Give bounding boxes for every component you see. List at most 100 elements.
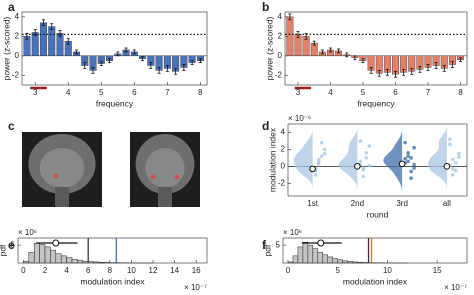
- histogram-bar: [327, 256, 333, 264]
- data-point: [454, 168, 458, 173]
- data-point: [364, 156, 369, 160]
- x-tick-label: 8: [198, 88, 203, 97]
- x-tick-label: 14: [170, 266, 179, 275]
- data-point: [322, 151, 327, 156]
- panel-label: e: [8, 238, 15, 252]
- x-tick-label: 5: [361, 88, 366, 97]
- null-mean: [52, 239, 60, 247]
- y-multiplier: × 10⁻⁶: [288, 114, 311, 123]
- y-tick-label: 4: [281, 128, 286, 137]
- x-axis-label: modulation index: [343, 276, 408, 286]
- data-point: [361, 166, 366, 170]
- x-axis-label: modulation index: [80, 276, 145, 286]
- histogram-bar: [317, 252, 324, 264]
- data-point: [409, 176, 413, 181]
- x-tick-label: 5: [99, 88, 104, 97]
- mean-marker: [443, 163, 451, 170]
- y-axis-label: modulation index: [267, 127, 277, 192]
- histogram-bar: [66, 257, 73, 264]
- x-tick-label: 12: [149, 266, 158, 275]
- mean-marker: [354, 163, 361, 170]
- x-tick-label: 4: [328, 88, 333, 97]
- bar: [39, 22, 47, 57]
- histogram-bar: [307, 244, 314, 264]
- brain-stem: [55, 187, 69, 207]
- y-tick-label: 2: [281, 145, 286, 154]
- data-point: [409, 169, 413, 174]
- data-point: [406, 154, 410, 158]
- mean-marker: [309, 165, 316, 173]
- y-tick-label: 5: [11, 240, 16, 249]
- electrode-spot: [53, 173, 59, 179]
- electrode-spot: [150, 174, 156, 180]
- y-tick-label: 0: [281, 161, 286, 170]
- x-tick-label: 4: [64, 266, 69, 275]
- data-point: [316, 162, 321, 166]
- data-point: [319, 154, 324, 158]
- data-point: [358, 159, 363, 164]
- data-point: [412, 162, 416, 167]
- x-tick-label: 6: [132, 88, 137, 97]
- x-tick-label: 16: [192, 266, 201, 275]
- y-tick-label: 4: [15, 12, 20, 21]
- data-point: [451, 173, 455, 177]
- x-tick-label: 7: [165, 88, 170, 97]
- x-tick-label: 4: [66, 88, 71, 97]
- data-point: [409, 156, 413, 160]
- data-point: [448, 137, 452, 142]
- histogram-bar: [312, 248, 319, 264]
- electrode-spot: [174, 174, 180, 180]
- x-tick-label: 8: [458, 88, 463, 97]
- x-tick-label: 15: [433, 266, 442, 275]
- data-point: [319, 140, 324, 145]
- x-tick-label: 0: [21, 266, 26, 275]
- histogram-bar: [71, 259, 78, 264]
- histogram-bar: [44, 246, 51, 264]
- data-point: [448, 142, 452, 147]
- y-axis-label: power (z-scored): [264, 16, 274, 80]
- x-tick-label: 0: [286, 266, 291, 275]
- y-tick-label: 5: [276, 240, 281, 249]
- y-multiplier: × 10⁶: [18, 228, 37, 237]
- data-point: [316, 157, 321, 162]
- y-tick-label: -2: [278, 178, 286, 187]
- plot-frame: [17, 237, 208, 264]
- data-point: [406, 151, 410, 155]
- mean-marker: [398, 160, 406, 168]
- violin-shape: [338, 124, 358, 196]
- data-point: [457, 155, 461, 159]
- brain-stem: [158, 187, 172, 207]
- plot-frame: [282, 237, 468, 264]
- x-tick-label: 8: [108, 266, 113, 275]
- plot-frame: [21, 11, 208, 86]
- data-point: [364, 151, 369, 155]
- histogram-bar: [28, 252, 35, 264]
- y-tick-label: -2: [12, 70, 20, 79]
- x-multiplier: × 10⁻⁷: [184, 283, 207, 292]
- histogram-bar: [337, 259, 343, 264]
- data-point: [358, 139, 363, 143]
- data-point: [457, 151, 461, 156]
- data-point: [313, 173, 318, 177]
- brain-inner: [145, 148, 185, 188]
- violin-shape: [428, 124, 447, 196]
- null-mean: [317, 239, 325, 247]
- y-tick-label: 4: [278, 12, 283, 21]
- x-axis-label: frequency: [96, 98, 134, 108]
- histogram-bar: [292, 255, 299, 264]
- violin-shape: [383, 124, 403, 196]
- bar: [56, 33, 64, 57]
- histogram-bar: [39, 244, 46, 264]
- bar: [31, 32, 39, 56]
- y-axis-label: pdf: [262, 244, 272, 256]
- plot-frame: [284, 11, 468, 86]
- y-axis-label: power (z-scored): [1, 16, 11, 80]
- data-point: [412, 166, 416, 170]
- histogram-bar: [33, 243, 40, 264]
- y-multiplier: × 10⁶: [283, 228, 302, 237]
- bar: [48, 26, 56, 57]
- y-tick-label: 0: [278, 51, 283, 60]
- x-tick-label: all: [443, 199, 451, 208]
- x-tick-label: 10: [127, 266, 136, 275]
- panel-label: a: [8, 0, 15, 14]
